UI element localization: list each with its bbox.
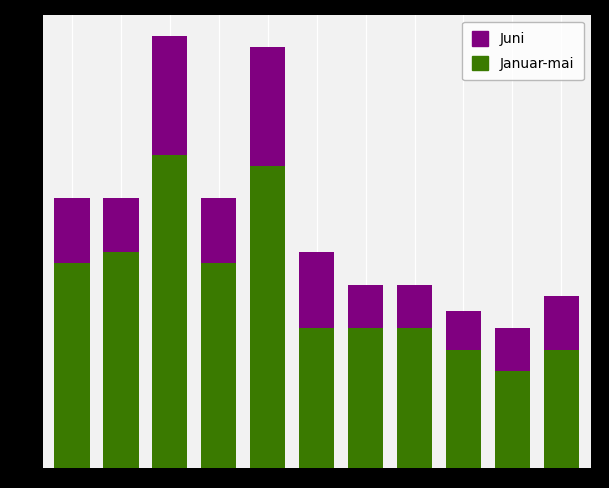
Bar (152, 155, 188, 468)
Bar (299, 252, 334, 328)
Bar (397, 285, 432, 328)
Bar (250, 166, 286, 468)
Bar (348, 285, 383, 328)
Bar (446, 349, 481, 468)
Bar (201, 198, 236, 263)
Bar (348, 328, 383, 468)
Bar (201, 263, 236, 468)
Bar (397, 328, 432, 468)
Bar (299, 328, 334, 468)
Bar (544, 349, 579, 468)
Bar (54, 198, 90, 263)
Bar (104, 198, 138, 252)
Bar (446, 311, 481, 349)
Bar (104, 252, 138, 468)
Bar (544, 296, 579, 349)
Bar (495, 328, 530, 371)
Legend: Juni, Januar-mai: Juni, Januar-mai (462, 21, 584, 81)
Bar (54, 263, 90, 468)
Bar (495, 371, 530, 468)
Bar (152, 36, 188, 155)
Bar (250, 47, 286, 166)
